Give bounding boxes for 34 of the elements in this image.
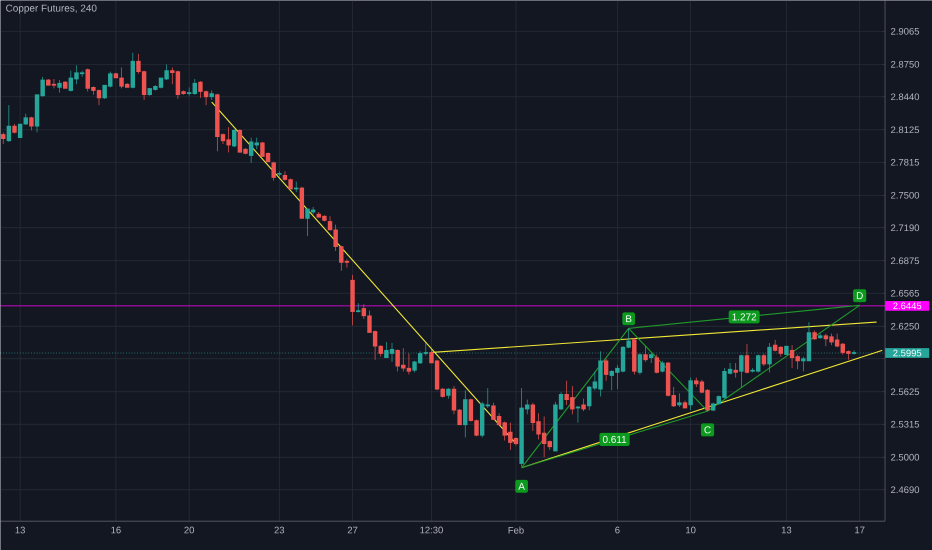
x-tick-label: 12:30 (420, 526, 443, 534)
y-tick-label: 2.8125 (891, 126, 920, 134)
x-tick-label: 27 (348, 526, 358, 534)
y-tick-label: 2.9065 (891, 28, 920, 35)
data-label: C (704, 426, 711, 434)
chart-title: Copper Futures, 240 (6, 4, 97, 14)
data-label: D (856, 292, 863, 300)
x-tick-label: 23 (274, 526, 284, 534)
annotation: 1.272 (732, 313, 756, 320)
y-tick-label: 2.7815 (891, 158, 920, 166)
ref-line-label: 2.6445 (893, 302, 922, 310)
x-tick-label: 13 (782, 526, 792, 534)
y-tick-label: 2.8750 (891, 60, 920, 68)
ref-line-label: 2.5995 (893, 350, 922, 356)
y-tick-label: 2.6565 (891, 290, 920, 297)
x-tick-label: Feb (508, 526, 524, 534)
data-label: A (518, 482, 525, 490)
x-tick-label: 17 (855, 526, 864, 534)
y-tick-label: 2.5000 (891, 454, 920, 461)
y-tick-label: 2.5315 (891, 420, 920, 428)
data-label: B (626, 315, 632, 322)
y-tick-label: 2.4690 (891, 486, 920, 494)
x-tick-label: 10 (686, 526, 696, 534)
y-tick-label: 2.6875 (891, 257, 920, 264)
y-tick-label: 2.5625 (891, 388, 920, 396)
y-tick-label: 2.8440 (891, 93, 920, 100)
x-tick-label: 6 (615, 526, 620, 534)
x-tick-label: 20 (184, 526, 194, 534)
y-tick-label: 2.6250 (891, 322, 920, 330)
annotation: 0.611 (602, 436, 626, 443)
y-tick-label: 2.7500 (891, 192, 920, 199)
x-tick-label: 13 (16, 526, 25, 534)
x-tick-label: 16 (111, 526, 121, 534)
y-tick-label: 2.7190 (891, 224, 920, 232)
